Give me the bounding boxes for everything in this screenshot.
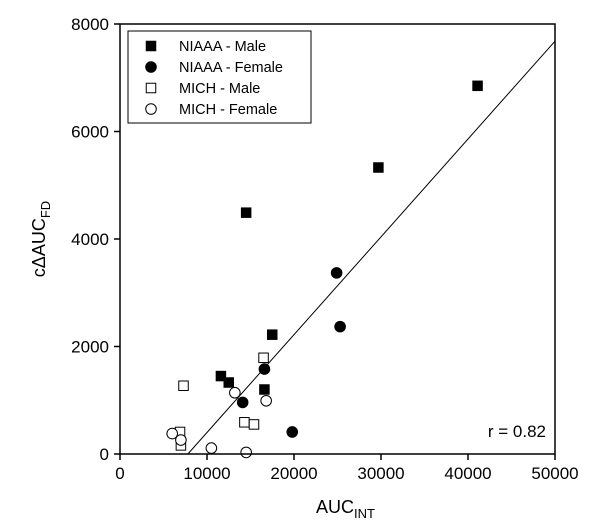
data-point-s2-4 bbox=[248, 419, 260, 430]
y-axis-label-main: cΔAUC bbox=[29, 218, 49, 277]
legend-label-2: MICH - Male bbox=[179, 81, 260, 97]
legend: NIAAA - Male NIAAA - Female MICH - Male MIC… bbox=[127, 30, 312, 124]
data-point-s1-4 bbox=[334, 320, 346, 333]
data-point-s0-0 bbox=[215, 370, 227, 382]
correlation-annotation: r = 0.82 bbox=[488, 422, 546, 441]
x-axis-label-main: AUC bbox=[316, 497, 354, 517]
legend-label-0: NIAAA - Male bbox=[179, 39, 266, 55]
data-point-s3-0 bbox=[166, 427, 178, 440]
legend-label-1: NIAAA - Female bbox=[179, 60, 283, 76]
tick-labels: 0 10000 20000 30000 40000 50000 0 2000 4000 6000 8… bbox=[71, 15, 578, 483]
data-point-s1-0 bbox=[236, 396, 249, 409]
y-tick-label-4: 8000 bbox=[71, 15, 109, 34]
data-point-s3-1 bbox=[175, 434, 187, 446]
data-point-s1-1 bbox=[258, 363, 271, 375]
legend-marker-3 bbox=[145, 103, 157, 115]
x-tick-label-4: 40000 bbox=[444, 464, 491, 483]
legend-marker-2 bbox=[145, 82, 157, 94]
x-tick-label-3: 30000 bbox=[357, 464, 404, 483]
regression-line-group bbox=[187, 40, 556, 455]
x-tick-label-5: 50000 bbox=[531, 464, 578, 483]
legend-label-3: MICH - Female bbox=[179, 102, 277, 118]
x-tick-label-2: 20000 bbox=[270, 464, 317, 483]
data-points bbox=[166, 80, 483, 459]
legend-box bbox=[127, 30, 312, 124]
x-axis-label: AUCINT bbox=[316, 497, 375, 521]
data-point-s3-5 bbox=[260, 394, 272, 407]
data-point-s2-2 bbox=[178, 380, 189, 391]
axis-ticks bbox=[114, 23, 556, 460]
x-tick-label-0: 0 bbox=[115, 464, 124, 483]
data-point-s3-2 bbox=[205, 442, 218, 454]
y-tick-label-3: 6000 bbox=[71, 123, 109, 142]
data-point-s3-3 bbox=[229, 386, 241, 399]
data-point-s0-6 bbox=[472, 80, 483, 92]
y-axis-label: cΔAUCFD bbox=[29, 201, 53, 277]
y-tick-label-0: 0 bbox=[100, 445, 109, 464]
data-point-s1-2 bbox=[286, 426, 299, 438]
data-point-s0-5 bbox=[373, 162, 384, 173]
x-axis-label-subscript: INT bbox=[354, 506, 375, 521]
data-point-s2-3 bbox=[239, 417, 250, 428]
data-point-s3-4 bbox=[240, 446, 252, 459]
x-tick-label-1: 10000 bbox=[183, 464, 230, 483]
data-point-s0-4 bbox=[267, 329, 278, 340]
y-tick-label-1: 2000 bbox=[71, 338, 109, 357]
legend-marker-0 bbox=[145, 40, 157, 52]
data-point-s1-3 bbox=[330, 267, 343, 279]
plot-area-frame bbox=[119, 23, 556, 455]
data-point-s2-5 bbox=[258, 352, 269, 364]
regression-line bbox=[187, 40, 556, 455]
legend-marker-1 bbox=[145, 61, 157, 73]
y-axis-label-subscript: FD bbox=[38, 201, 53, 218]
y-tick-label-2: 4000 bbox=[71, 230, 109, 249]
data-point-s0-3 bbox=[259, 384, 270, 395]
data-point-s0-1 bbox=[223, 377, 234, 388]
data-point-s0-2 bbox=[240, 207, 252, 218]
